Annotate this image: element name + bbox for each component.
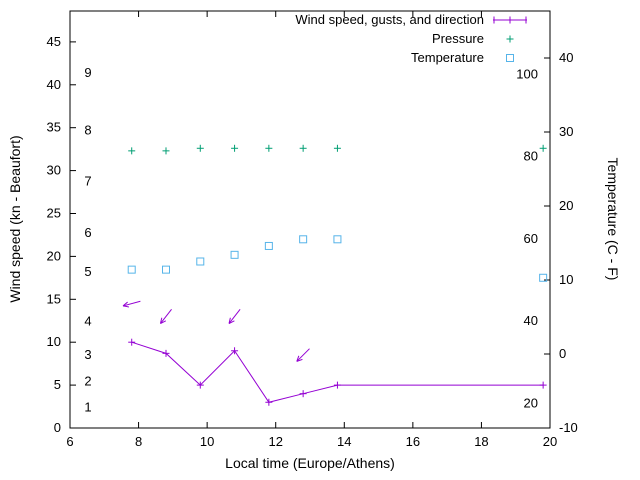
- y-left-tick-label: 45: [47, 34, 61, 49]
- legend-label-temperature: Temperature: [411, 50, 484, 65]
- x-tick-label: 6: [66, 434, 73, 449]
- y-right-tick-label: -10: [559, 420, 578, 435]
- y-left-tick-label: 30: [47, 163, 61, 178]
- fahrenheit-scale-label: 60: [524, 231, 538, 246]
- y-right-tick-label: 30: [559, 124, 573, 139]
- legend-entry-wind: Wind speed, gusts, and direction: [295, 10, 527, 29]
- wind-direction-arrow: [228, 309, 241, 324]
- legend-label-pressure: Pressure: [431, 31, 484, 46]
- plot-border: [69, 10, 551, 429]
- x-tick-label: 12: [268, 434, 282, 449]
- legend-entry-pressure: Pressure: [295, 29, 527, 48]
- y-left-tick-label: 5: [54, 377, 61, 392]
- beaufort-scale-label: 3: [84, 347, 91, 362]
- y-left-tick-label: 0: [54, 420, 61, 435]
- legend-label-wind: Wind speed, gusts, and direction: [295, 12, 484, 27]
- beaufort-scale-label: 7: [84, 174, 91, 189]
- fahrenheit-scale-label: 100: [516, 66, 538, 81]
- y-left-tick-label: 20: [47, 248, 61, 263]
- beaufort-scale-label: 1: [84, 399, 91, 414]
- fahrenheit-scale-label: 20: [524, 395, 538, 410]
- series-2: [127, 235, 548, 282]
- beaufort-scale-label: 4: [84, 314, 91, 329]
- y-left-tick-label: 10: [47, 334, 61, 349]
- beaufort-scale-label: 9: [84, 65, 91, 80]
- fahrenheit-scale-label: 40: [524, 313, 538, 328]
- beaufort-scale-label: 8: [84, 122, 91, 137]
- x-tick-label: 14: [337, 434, 351, 449]
- y-right-tick-label: 0: [559, 346, 566, 361]
- y-left-tick-label: 25: [47, 205, 61, 220]
- y-left-tick-label: 15: [47, 291, 61, 306]
- y-right-tick-label: 20: [559, 198, 573, 213]
- wind-direction-arrow: [159, 309, 172, 324]
- y-right-tick-label: 10: [559, 272, 573, 287]
- series-0: [128, 338, 547, 406]
- legend-entry-temperature: Temperature: [295, 48, 527, 67]
- beaufort-scale-label: 6: [84, 225, 91, 240]
- wind-direction-arrow: [122, 300, 141, 308]
- chart-legend: Wind speed, gusts, and direction Pressur…: [295, 10, 527, 67]
- beaufort-scale-label: 2: [84, 374, 91, 389]
- x-tick-label: 18: [474, 434, 488, 449]
- series-1: [128, 144, 547, 155]
- y-left-tick-label: 40: [47, 77, 61, 92]
- x-axis-title: Local time (Europe/Athens): [225, 455, 395, 471]
- right-y-axis-title: Temperature (C - F): [605, 157, 621, 281]
- x-tick-label: 20: [543, 434, 557, 449]
- pressure-legend-marker-icon: [506, 35, 514, 42]
- y-right-tick-label: 40: [559, 50, 573, 65]
- fahrenheit-scale-label: 80: [524, 149, 538, 164]
- x-tick-label: 8: [135, 434, 142, 449]
- beaufort-scale-label: 5: [84, 264, 91, 279]
- left-y-axis-title: Wind speed (kn - Beaufort): [7, 135, 23, 303]
- x-tick-label: 10: [200, 434, 214, 449]
- wind-legend-marker-icon: [493, 16, 527, 23]
- wind-direction-arrow: [296, 348, 310, 362]
- temperature-legend-marker-icon: [506, 53, 514, 62]
- y-left-tick-label: 35: [47, 120, 61, 135]
- x-tick-label: 16: [406, 434, 420, 449]
